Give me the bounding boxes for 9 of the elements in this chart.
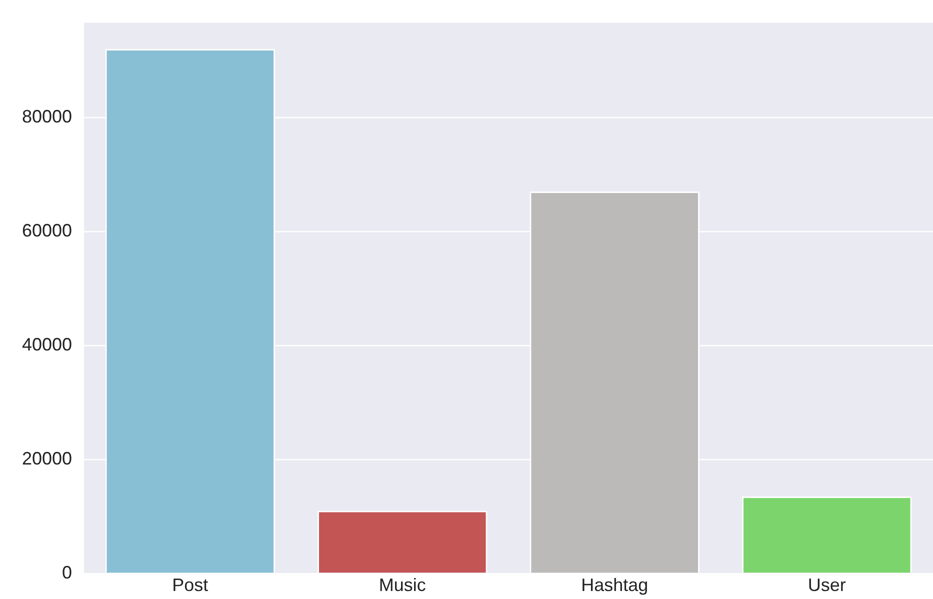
x-tick-label: Post — [172, 575, 208, 596]
y-tick-label: 40000 — [22, 334, 72, 354]
y-tick-label: 60000 — [22, 220, 72, 240]
x-tick-label: User — [808, 575, 846, 596]
y-tick-label: 0 — [62, 562, 72, 582]
x-tick-label: Music — [378, 575, 426, 596]
y-tick-label: 80000 — [22, 106, 72, 126]
x-tick-label: Hashtag — [581, 575, 648, 596]
y-tick-label: 20000 — [22, 448, 72, 468]
